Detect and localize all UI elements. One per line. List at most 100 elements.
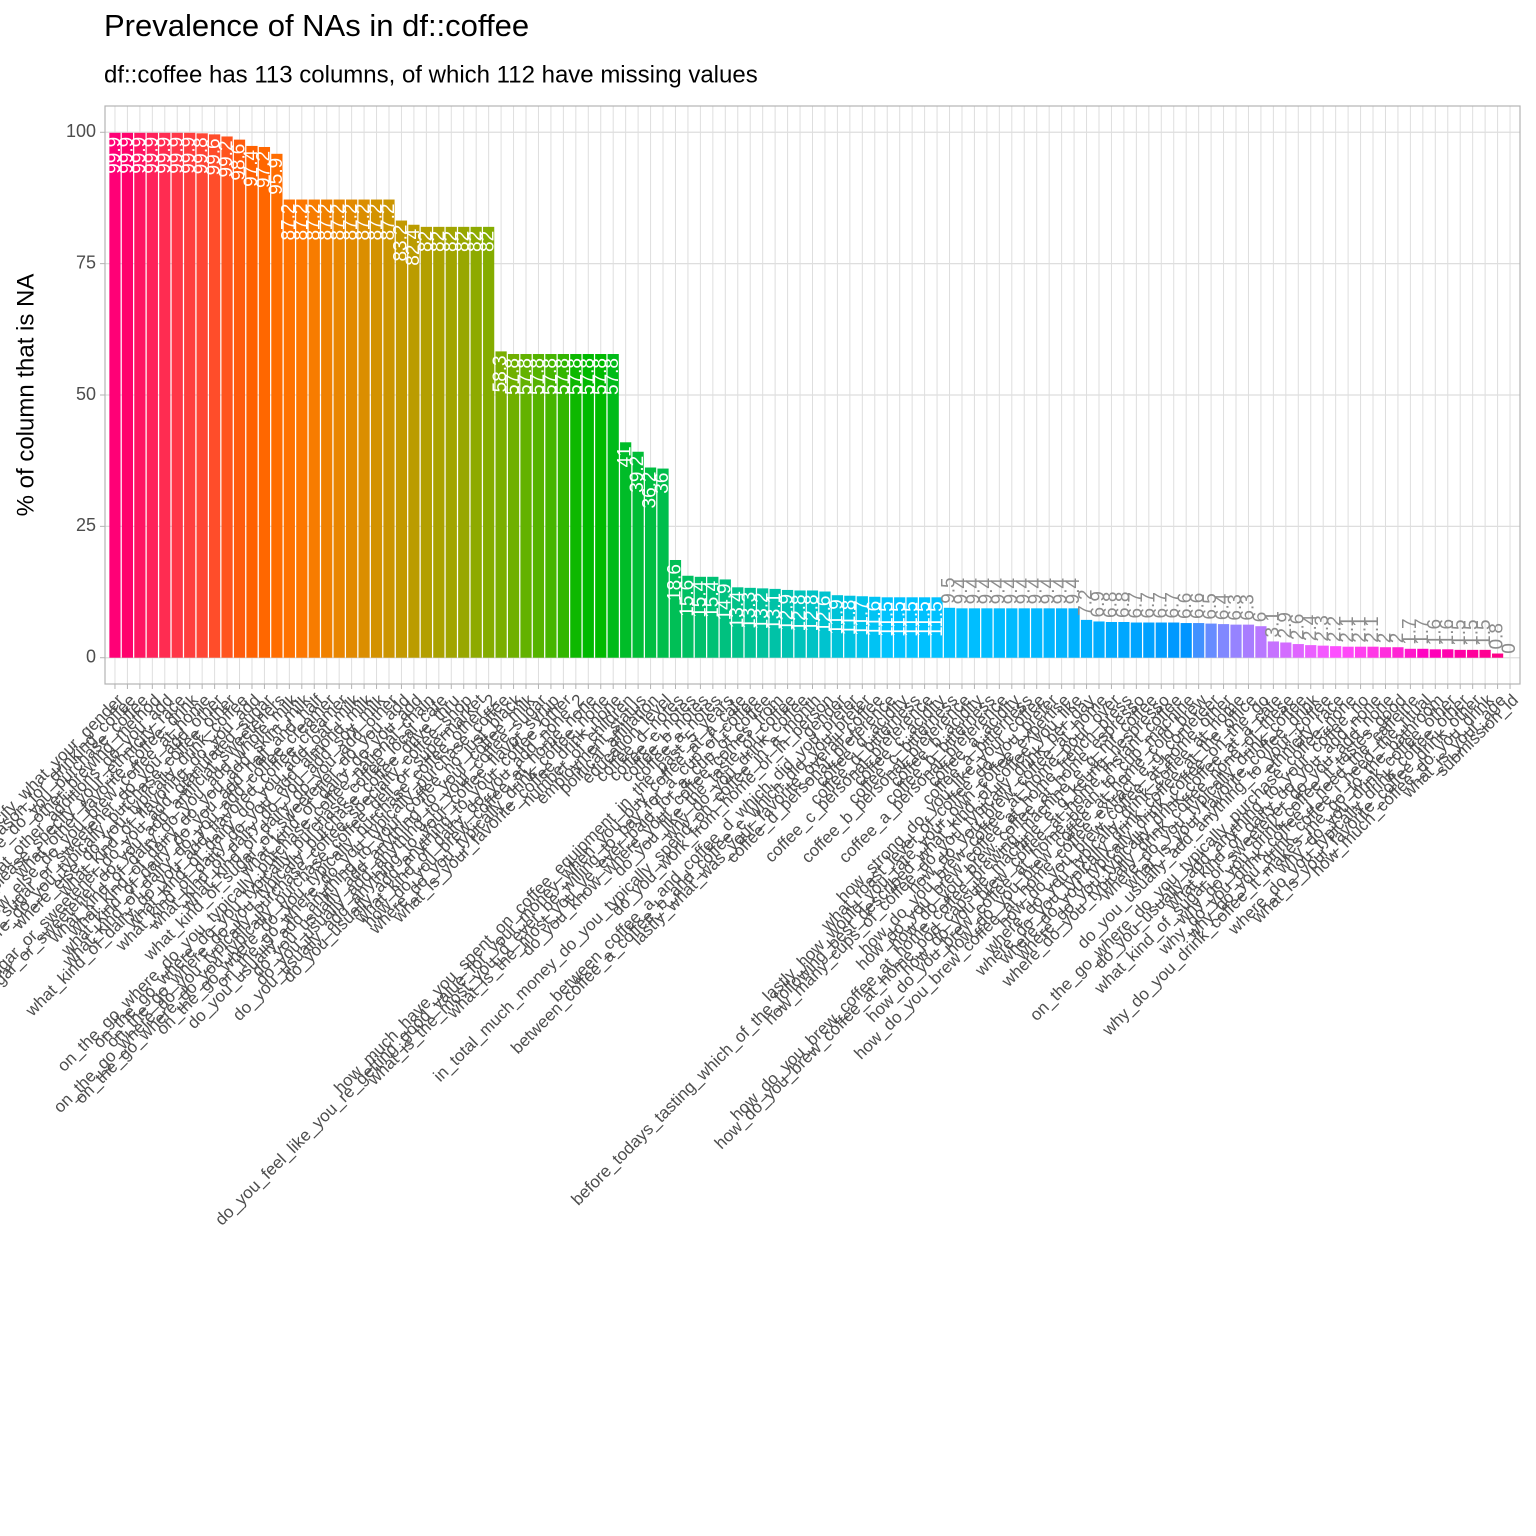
bar bbox=[458, 226, 470, 658]
bar bbox=[470, 226, 482, 658]
value-label: 82 bbox=[428, 231, 449, 252]
value-label: 2.1 bbox=[1362, 616, 1383, 642]
bar bbox=[1267, 641, 1279, 658]
bar bbox=[968, 608, 981, 658]
value-label: 57.8 bbox=[590, 358, 611, 395]
bar bbox=[1043, 608, 1055, 658]
value-label: 13.2 bbox=[752, 592, 773, 629]
value-label: 6.3 bbox=[1225, 594, 1246, 620]
bar bbox=[719, 579, 731, 658]
bar bbox=[1168, 622, 1180, 658]
bar bbox=[545, 354, 557, 658]
chart-title: Prevalence of NAs in df::coffee bbox=[104, 8, 529, 43]
bar bbox=[184, 132, 196, 658]
bar bbox=[358, 199, 370, 658]
bar bbox=[956, 608, 968, 658]
value-label: 87.2 bbox=[316, 204, 337, 241]
value-label: 1.6 bbox=[1437, 619, 1458, 645]
bar bbox=[707, 576, 719, 658]
value-label: 2.6 bbox=[1287, 614, 1308, 640]
bar bbox=[1093, 621, 1105, 658]
bar bbox=[931, 597, 943, 658]
value-label: 13.3 bbox=[739, 592, 760, 629]
value-label: 95.9 bbox=[266, 158, 287, 195]
value-label: 36.2 bbox=[640, 472, 661, 509]
value-label: 12.6 bbox=[814, 596, 835, 633]
bar bbox=[283, 199, 295, 658]
value-label: 41 bbox=[615, 446, 636, 467]
bar bbox=[1429, 649, 1441, 658]
chart-subtitle: df::coffee has 113 columns, of which 112… bbox=[104, 61, 758, 88]
value-label: 9.4 bbox=[988, 577, 1009, 604]
value-label: 2.3 bbox=[1312, 615, 1333, 641]
y-tick-label: 0 bbox=[86, 646, 96, 666]
value-label: 11.5 bbox=[914, 601, 935, 637]
value-label: 82 bbox=[440, 231, 461, 252]
y-tick-label: 75 bbox=[76, 252, 96, 272]
value-label: 57.8 bbox=[515, 358, 536, 395]
value-label: 6.7 bbox=[1125, 592, 1146, 618]
bar bbox=[1143, 622, 1155, 658]
value-label: 18.6 bbox=[664, 564, 685, 601]
bar bbox=[993, 608, 1005, 658]
bar bbox=[657, 468, 669, 658]
value-label: 11.5 bbox=[901, 601, 922, 637]
value-label: 58.3 bbox=[490, 355, 511, 392]
bar bbox=[196, 133, 208, 658]
value-label: 13.1 bbox=[764, 593, 785, 630]
value-label: 14.9 bbox=[714, 583, 735, 620]
value-label: 99.2 bbox=[216, 140, 237, 177]
bar bbox=[943, 607, 956, 658]
bar bbox=[209, 134, 221, 658]
panel-border bbox=[104, 105, 1521, 685]
value-label: 99.9 bbox=[166, 137, 187, 174]
value-label: 57.8 bbox=[552, 358, 573, 395]
bar bbox=[881, 597, 893, 658]
value-label: 13.4 bbox=[727, 591, 748, 628]
bar bbox=[1193, 623, 1205, 658]
value-label: 87.2 bbox=[278, 204, 299, 241]
bar bbox=[732, 587, 744, 658]
bar bbox=[395, 220, 408, 658]
bar bbox=[744, 587, 756, 658]
bar bbox=[1217, 624, 1230, 658]
bar bbox=[595, 354, 607, 658]
value-label: 2.1 bbox=[1337, 616, 1358, 642]
value-label: 57.8 bbox=[565, 358, 586, 395]
value-label: 6.8 bbox=[1113, 592, 1134, 618]
bar bbox=[271, 153, 283, 658]
bar bbox=[109, 132, 121, 658]
value-label: 1.5 bbox=[1462, 619, 1483, 645]
value-label: 9.4 bbox=[1001, 577, 1022, 604]
bar bbox=[1230, 624, 1242, 658]
bar bbox=[495, 351, 507, 658]
value-label: 11.7 bbox=[851, 600, 872, 636]
value-label: 87.2 bbox=[366, 204, 387, 241]
value-label: 1.7 bbox=[1412, 618, 1433, 644]
bar bbox=[894, 597, 906, 658]
value-label: 87.2 bbox=[291, 204, 312, 241]
y-tick-label: 100 bbox=[66, 121, 96, 141]
value-label: 36 bbox=[652, 473, 673, 494]
value-label: 87.2 bbox=[353, 204, 374, 241]
bar bbox=[819, 591, 831, 658]
value-label: 9.4 bbox=[1026, 577, 1047, 604]
value-label: 99.6 bbox=[204, 138, 225, 175]
bar bbox=[1317, 645, 1329, 658]
bar bbox=[1068, 608, 1080, 658]
bar bbox=[607, 354, 619, 658]
value-label: 12.8 bbox=[789, 594, 810, 631]
bar bbox=[1018, 608, 1030, 658]
bar bbox=[1080, 619, 1093, 658]
bar bbox=[333, 199, 345, 658]
value-label: 57.8 bbox=[503, 358, 524, 395]
bar bbox=[844, 595, 856, 658]
bar bbox=[308, 199, 320, 658]
bar bbox=[1442, 649, 1454, 658]
value-label: 57.8 bbox=[602, 358, 623, 395]
bar bbox=[1479, 649, 1491, 658]
value-label: 1.5 bbox=[1474, 619, 1495, 645]
value-label: 2.2 bbox=[1325, 616, 1346, 642]
bar bbox=[582, 354, 594, 658]
